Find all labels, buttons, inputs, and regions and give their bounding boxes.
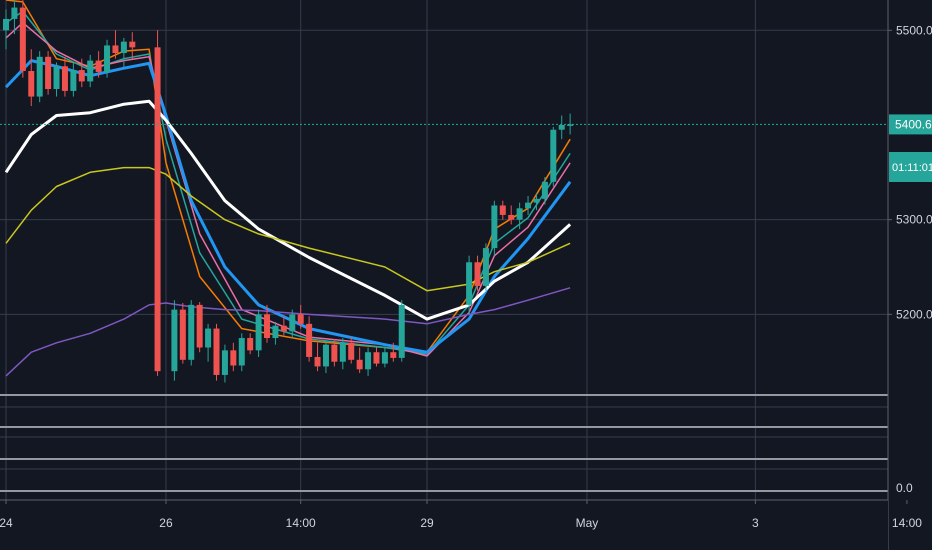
candle-body[interactable] xyxy=(78,70,85,82)
candle-body[interactable] xyxy=(36,56,43,97)
time-tick-label: 14:00 xyxy=(286,516,316,530)
last-price-badge xyxy=(889,114,932,135)
candle-body[interactable] xyxy=(196,304,203,348)
indicator-pane xyxy=(0,394,932,492)
candle-body[interactable] xyxy=(398,304,405,358)
price-tick-label: 5300.0 xyxy=(896,213,932,227)
candle-body[interactable] xyxy=(525,202,532,209)
price-tick-label: 5500.0 xyxy=(896,23,932,37)
candle-body[interactable] xyxy=(247,338,254,351)
candle-body[interactable] xyxy=(567,124,574,126)
moving-average-line xyxy=(5,21,571,357)
candle-body[interactable] xyxy=(205,328,212,348)
candle-body[interactable] xyxy=(264,314,271,339)
candle-body[interactable] xyxy=(482,248,489,286)
candle-body[interactable] xyxy=(154,47,161,372)
candle-body[interactable] xyxy=(255,314,262,351)
candle-body[interactable] xyxy=(474,262,481,286)
pane-zero-label: 0.0 xyxy=(896,481,913,495)
candle-body[interactable] xyxy=(558,124,565,130)
time-tick-label: 14:00 xyxy=(892,516,922,530)
candle-body[interactable] xyxy=(541,181,548,199)
candle-body[interactable] xyxy=(533,198,540,203)
candle-body[interactable] xyxy=(95,60,102,72)
candle-body[interactable] xyxy=(104,45,111,72)
candle-body[interactable] xyxy=(499,205,506,215)
candle-body[interactable] xyxy=(550,129,557,182)
candle-body[interactable] xyxy=(28,71,35,97)
price-tick-label: 5200.0 xyxy=(896,307,932,321)
last-price-label: 5400.6 xyxy=(895,117,932,131)
candle-body[interactable] xyxy=(381,352,388,364)
candle-body[interactable] xyxy=(53,66,60,90)
time-tick-label: 29 xyxy=(420,516,434,530)
candle-body[interactable] xyxy=(390,352,397,358)
candle-body[interactable] xyxy=(280,325,287,332)
candle-body[interactable] xyxy=(508,214,515,220)
candle-body[interactable] xyxy=(213,328,220,375)
candle-body[interactable] xyxy=(238,338,245,366)
candle-body[interactable] xyxy=(272,325,279,339)
candle-body[interactable] xyxy=(3,18,9,31)
candle-body[interactable] xyxy=(331,344,338,362)
countdown-badge xyxy=(889,152,932,182)
candle-body[interactable] xyxy=(87,60,94,82)
candle-body[interactable] xyxy=(221,350,228,375)
candle-body[interactable] xyxy=(491,205,498,249)
candle-body[interactable] xyxy=(19,7,26,72)
time-tick-label: 26 xyxy=(159,516,173,530)
price-axis-background xyxy=(888,0,932,550)
price-axis[interactable]: 5500.0 5300.0 5200.0 5400.6 01:11:01 0.0 xyxy=(887,0,932,550)
candle-body[interactable] xyxy=(120,41,127,54)
time-axis-background xyxy=(0,500,888,550)
candle-body[interactable] xyxy=(297,314,304,324)
candle-body[interactable] xyxy=(230,350,237,366)
candle-body[interactable] xyxy=(188,304,195,360)
candle-body[interactable] xyxy=(70,70,77,91)
candle-body[interactable] xyxy=(45,56,52,90)
candle-body[interactable] xyxy=(373,352,380,364)
candles[interactable] xyxy=(3,0,574,383)
moving-average-line xyxy=(5,10,571,355)
candle-body[interactable] xyxy=(289,314,296,332)
time-tick-label: May xyxy=(576,516,599,530)
candle-body[interactable] xyxy=(322,344,329,367)
moving-average-line xyxy=(5,287,571,377)
candle-body[interactable] xyxy=(365,352,372,370)
candle-body[interactable] xyxy=(61,66,68,91)
candle-body[interactable] xyxy=(348,342,355,360)
candle-body[interactable] xyxy=(112,45,119,54)
candle-body[interactable] xyxy=(356,359,363,370)
candle-body[interactable] xyxy=(466,262,473,305)
candle-body[interactable] xyxy=(129,41,136,48)
candle-body[interactable] xyxy=(314,356,321,367)
candle-body[interactable] xyxy=(516,208,523,220)
candle-body[interactable] xyxy=(11,7,18,19)
candle-body[interactable] xyxy=(339,342,346,362)
moving-average-line xyxy=(4,99,572,321)
time-tick-label: 24 xyxy=(0,516,13,530)
candle-body[interactable] xyxy=(171,309,178,372)
candle-body[interactable] xyxy=(179,309,186,360)
countdown-label: 01:11:01 xyxy=(892,162,932,174)
candle-body[interactable] xyxy=(306,323,313,357)
time-tick-label: 3 xyxy=(752,516,759,530)
